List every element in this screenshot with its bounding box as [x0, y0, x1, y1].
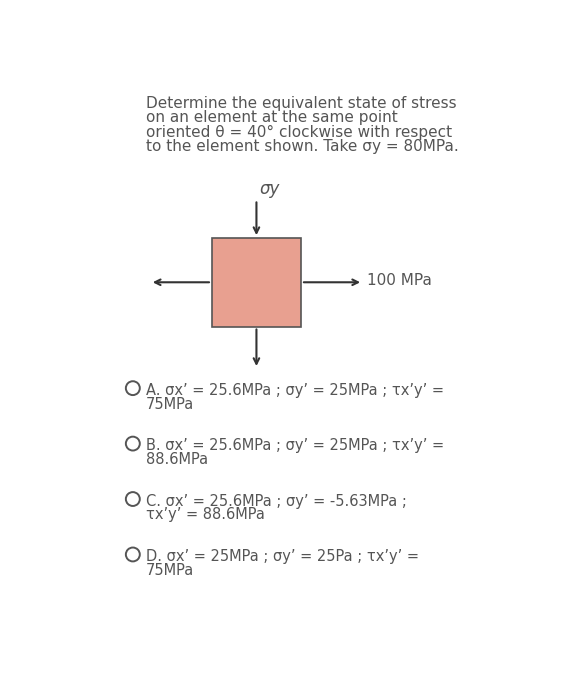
Text: on an element at the same point: on an element at the same point	[146, 110, 398, 125]
Text: to the element shown. Take σy = 80MPa.: to the element shown. Take σy = 80MPa.	[146, 139, 459, 155]
Text: Determine the equivalent state of stress: Determine the equivalent state of stress	[146, 95, 457, 111]
Text: C. σx’ = 25.6MPa ; σy’ = -5.63MPa ;: C. σx’ = 25.6MPa ; σy’ = -5.63MPa ;	[146, 494, 407, 509]
Text: τx’y’ = 88.6MPa: τx’y’ = 88.6MPa	[146, 508, 265, 522]
Bar	[212, 238, 301, 326]
Text: 88.6MPa: 88.6MPa	[146, 452, 208, 467]
Text: B. σx’ = 25.6MPa ; σy’ = 25MPa ; τx’y’ =: B. σx’ = 25.6MPa ; σy’ = 25MPa ; τx’y’ =	[146, 438, 444, 453]
Text: σy: σy	[259, 180, 280, 198]
Text: 75MPa: 75MPa	[146, 563, 194, 578]
Text: D. σx’ = 25MPa ; σy’ = 25Pa ; τx’y’ =: D. σx’ = 25MPa ; σy’ = 25Pa ; τx’y’ =	[146, 549, 419, 564]
Text: 100 MPa: 100 MPa	[367, 273, 432, 288]
Text: A. σx’ = 25.6MPa ; σy’ = 25MPa ; τx’y’ =: A. σx’ = 25.6MPa ; σy’ = 25MPa ; τx’y’ =	[146, 383, 444, 398]
Text: 75MPa: 75MPa	[146, 397, 194, 412]
Text: oriented θ = 40° clockwise with respect: oriented θ = 40° clockwise with respect	[146, 125, 452, 140]
